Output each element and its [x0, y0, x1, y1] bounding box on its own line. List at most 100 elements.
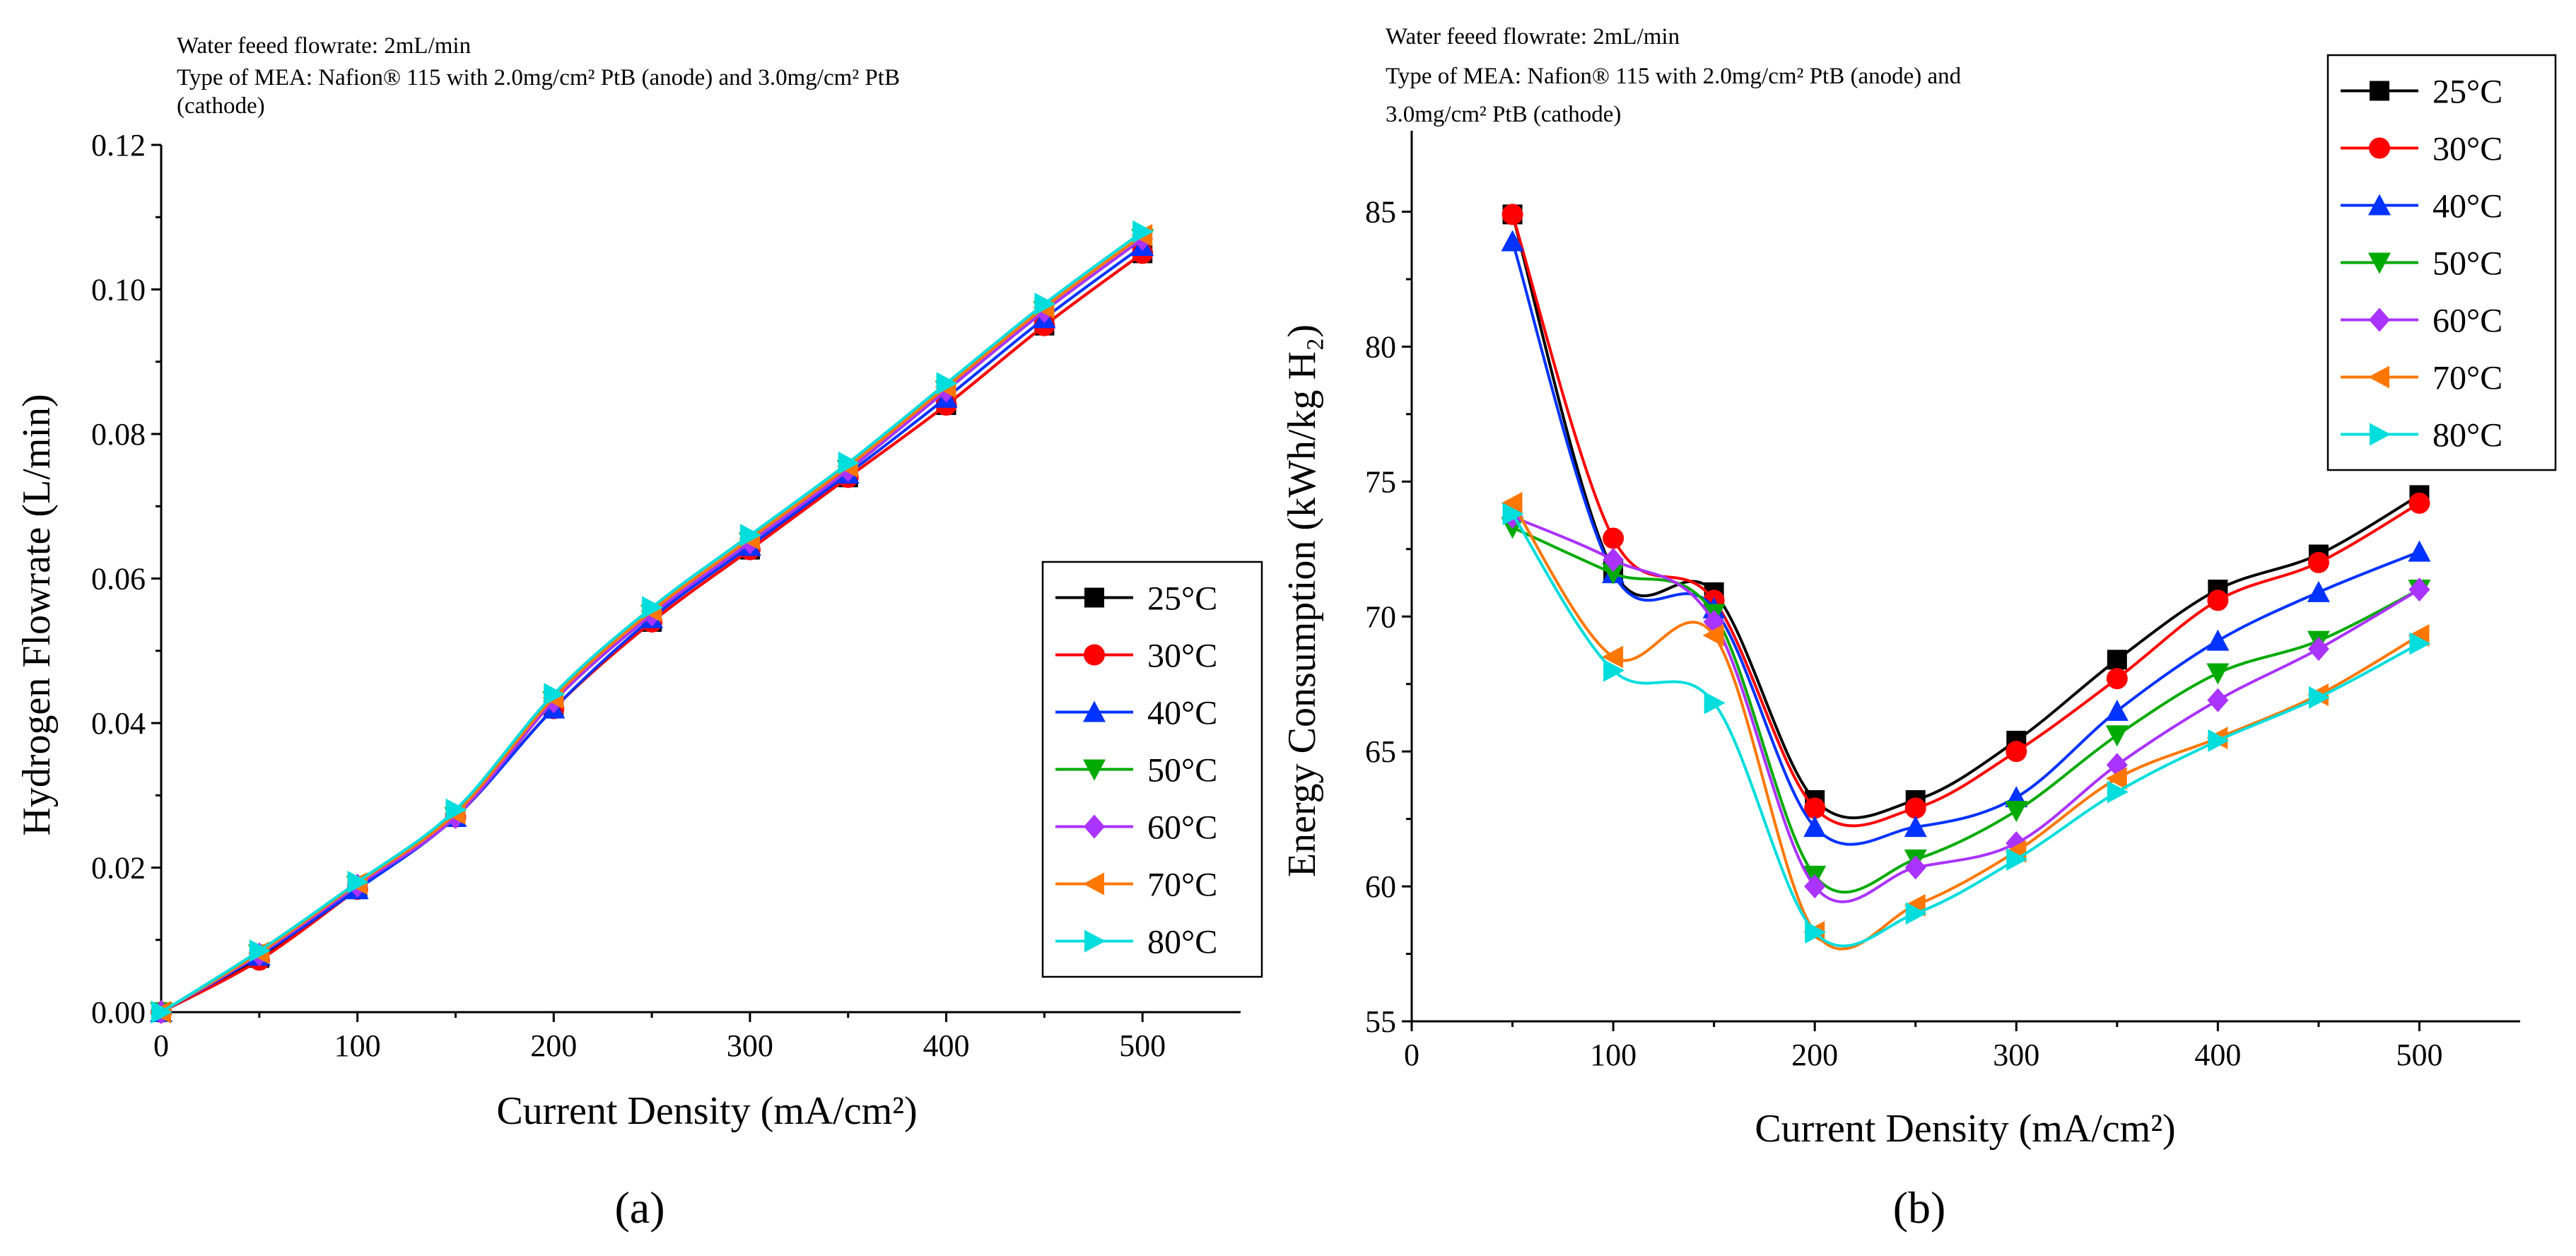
legend-label: 80°C [1147, 924, 1217, 961]
panel-a-y-tick-label: 0.10 [91, 273, 146, 307]
data-point [1501, 491, 1523, 515]
data-point [1603, 548, 1624, 573]
panel-a-x-tick-label: 200 [530, 1028, 577, 1063]
legend-label: 60°C [1147, 809, 1217, 847]
data-point [2307, 580, 2330, 602]
panel-a-label: (a) [614, 1182, 665, 1233]
panel-b-y-tick-label: 70 [1365, 599, 1396, 634]
legend-marker [1083, 872, 1104, 896]
panel-a-x-tick-label: 100 [334, 1028, 381, 1063]
data-point [2307, 637, 2329, 662]
legend-marker [2368, 252, 2391, 274]
data-point [1501, 230, 1524, 252]
legend-marker [2369, 307, 2390, 332]
data-point [1904, 816, 1927, 838]
data-point [2408, 492, 2430, 514]
series-line [1511, 502, 2420, 951]
legend-marker [1084, 814, 1105, 839]
data-point [2006, 847, 2028, 871]
series-line [1511, 213, 2420, 820]
data-point [1702, 624, 1724, 647]
panel-b-series-40c [1501, 230, 2431, 846]
panel-b-series-30c [1501, 204, 2430, 828]
data-point [2408, 577, 2430, 602]
legend-item: 40°C [2341, 188, 2502, 225]
panel-b-label: (b) [1893, 1182, 1946, 1233]
data-point [1704, 691, 1726, 715]
data-point [151, 1001, 172, 1023]
panel-a-y-tick-label: 0.08 [91, 417, 146, 452]
legend-label: 30°C [1147, 638, 1217, 675]
data-point [1904, 797, 1926, 819]
legend-item: 50°C [1055, 752, 1217, 790]
legend-item: 70°C [1055, 867, 1217, 904]
panel-b-y-tick-label: 55 [1365, 1004, 1396, 1039]
data-point [445, 798, 467, 821]
legend-item: 60°C [2341, 303, 2502, 340]
legend-item: 80°C [2341, 417, 2502, 454]
panel-b-legend: 25°C 30°C 40°C 50°C 60°C 70°C 80°C [2326, 54, 2557, 471]
panel-a-x-tick-label: 0 [153, 1028, 169, 1063]
legend-item: 30°C [2341, 131, 2502, 168]
legend-marker [1084, 644, 1105, 666]
data-point [2106, 668, 2128, 690]
panel-b-x-tick-label: 200 [1791, 1038, 1838, 1072]
legend-label: 70°C [2432, 360, 2502, 397]
data-point [2207, 589, 2229, 611]
data-point [1905, 902, 1927, 925]
data-point [642, 596, 664, 619]
panel-a-ylabel: Hydrogen Flowrate (L/min) [15, 394, 59, 835]
series-line [1511, 515, 2420, 903]
data-point [2107, 780, 2129, 804]
series-line [1511, 213, 2420, 828]
panel-a-series-30c [151, 242, 1154, 1023]
legend-marker [1084, 587, 1104, 608]
panel-a-x-tick-label: 500 [1119, 1028, 1166, 1063]
legend-marker [2370, 423, 2391, 446]
panel-b-xlabel: Current Density (mA/cm²) [1755, 1107, 2175, 1151]
data-point [2308, 686, 2330, 709]
data-point [936, 372, 958, 395]
series-line [1511, 240, 2420, 846]
data-point [2006, 741, 2027, 763]
panel-a-note-1: Water feeed flowrate: 2mL/min [177, 33, 471, 59]
legend-label: 30°C [2432, 131, 2502, 168]
panel-b-y-tick-label: 80 [1365, 329, 1396, 364]
panel-a-x-tick-label: 300 [727, 1028, 773, 1063]
panel-b-x-tick-label: 0 [1404, 1038, 1419, 1072]
legend-item: 25°C [2341, 74, 2502, 111]
legend-marker [1083, 759, 1106, 781]
data-point [1603, 659, 1625, 682]
panel-a-y-tick-label: 0.04 [91, 706, 146, 741]
data-point [249, 939, 271, 963]
data-point [2105, 767, 2127, 790]
legend-item: 40°C [1055, 695, 1217, 732]
data-point [2208, 729, 2230, 752]
data-point [1804, 797, 1826, 819]
data-point [2105, 725, 2129, 747]
legend-label: 60°C [2432, 303, 2502, 340]
data-point [1804, 874, 1826, 899]
panel-b-y-tick-label: 65 [1365, 734, 1396, 769]
panel-b-y-tick-label: 60 [1365, 869, 1396, 904]
data-point [1602, 645, 1624, 669]
legend-marker [2368, 365, 2389, 389]
data-point [1603, 527, 1624, 549]
panel-a-y-tick-label: 0.02 [91, 851, 146, 886]
legend-label: 25°C [1147, 580, 1217, 618]
panel-a-legend: 25°C 30°C 40°C 50°C 60°C 70°C 80°C [1041, 560, 1263, 978]
panel-b-series-80c [1502, 503, 2431, 948]
data-point [2005, 801, 2028, 823]
panel-b: Water feeed flowrate: 2mL/min Type of ME… [1280, 24, 2557, 1233]
panel-b-series-70c [1501, 491, 2430, 951]
panel-a-y-tick-label: 0.06 [91, 562, 146, 597]
panel-b-note-2: Type of MEA: Nafion® 115 with 2.0mg/cm² … [1386, 64, 1962, 89]
data-point [347, 870, 369, 893]
legend-label: 40°C [1147, 695, 1217, 732]
data-point [2409, 632, 2431, 655]
legend-marker [2369, 137, 2390, 159]
data-point [1602, 563, 1625, 585]
legend-marker [2370, 81, 2389, 101]
data-point [2207, 688, 2229, 712]
